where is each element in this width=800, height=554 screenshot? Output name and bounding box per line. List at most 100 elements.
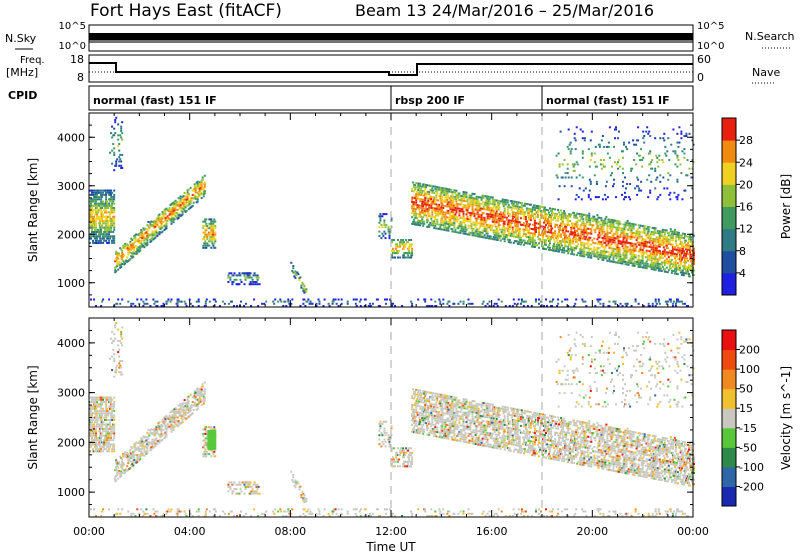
- echo-cell: [581, 150, 584, 153]
- echo-cell: [594, 255, 597, 258]
- echo-cell: [605, 250, 608, 253]
- echo-cell: [633, 260, 636, 263]
- echo-cell: [106, 191, 109, 194]
- echo-cell: [429, 215, 432, 218]
- echo-cell: [110, 189, 113, 192]
- echo-cell: [201, 187, 204, 190]
- echo-cell: [573, 249, 576, 252]
- echo-cell: [166, 215, 169, 218]
- echo-cell: [531, 206, 534, 209]
- echo-cell: [480, 203, 483, 206]
- echo-cell: [201, 183, 204, 186]
- echo-cell: [483, 219, 486, 222]
- echo-cell: [210, 222, 213, 225]
- echo-cell: [431, 211, 434, 214]
- echo-cell: [168, 207, 171, 210]
- echo-cell: [454, 228, 457, 231]
- echo-cell: [581, 215, 584, 218]
- echo-cell: [448, 300, 451, 303]
- echo-cell: [113, 189, 116, 192]
- echo-cell: [504, 203, 507, 206]
- echo-cell: [411, 216, 414, 219]
- echo-cell: [663, 242, 666, 245]
- echo-cell: [535, 231, 537, 233]
- echo-cell: [653, 266, 656, 269]
- echo-cell: [463, 219, 466, 222]
- echo-cell: [90, 425, 92, 428]
- freq-tick-bottom: 8: [77, 71, 84, 84]
- echo-cell: [403, 247, 406, 250]
- echo-cell: [395, 252, 397, 255]
- echo-cell: [618, 251, 621, 254]
- echo-cell: [478, 213, 481, 216]
- echo-cell: [632, 245, 635, 248]
- echo-cell: [669, 263, 672, 265]
- echo-cell: [462, 193, 465, 196]
- echo-cell: [685, 132, 688, 135]
- echo-cell: [641, 249, 644, 251]
- echo-cell: [691, 243, 693, 245]
- echo-cell: [100, 436, 103, 439]
- echo-cell: [601, 232, 604, 235]
- echo-cell: [517, 298, 520, 301]
- echo-cell: [428, 206, 431, 209]
- echo-cell: [231, 281, 234, 283]
- echo-cell: [151, 237, 154, 240]
- echo-cell: [576, 212, 579, 215]
- echo-cell: [655, 302, 658, 305]
- echo-cell: [379, 219, 382, 222]
- echo-cell: [154, 236, 157, 239]
- echo-cell: [546, 235, 548, 238]
- echo-cell: [523, 228, 526, 231]
- echo-cell: [465, 228, 468, 231]
- echo-cell: [384, 226, 387, 229]
- echo-cell: [453, 226, 456, 229]
- echo-cell: [154, 300, 157, 303]
- echo-cell: [368, 302, 371, 305]
- echo-cell: [475, 221, 478, 224]
- echo-cell: [245, 302, 247, 305]
- echo-cell: [151, 224, 154, 226]
- echo-cell: [101, 211, 104, 214]
- echo-cell: [202, 246, 205, 249]
- echo-cell: [102, 410, 105, 412]
- echo-cell: [257, 276, 260, 279]
- echo-cell: [140, 242, 143, 245]
- echo-cell: [400, 239, 403, 241]
- echo-cell: [589, 221, 592, 224]
- echo-cell: [396, 250, 398, 252]
- echo-cell: [447, 227, 450, 230]
- echo-cell: [518, 238, 521, 241]
- echo-cell: [623, 198, 625, 201]
- echo-cell: [100, 200, 103, 203]
- echo-cell: [557, 219, 560, 222]
- echo-cell: [113, 217, 116, 220]
- echo-cell: [561, 176, 564, 179]
- echo-cell: [613, 248, 616, 250]
- echo-cell: [520, 300, 523, 303]
- echo-cell: [597, 225, 600, 228]
- echo-cell: [273, 302, 276, 305]
- echo-cell: [564, 240, 567, 243]
- echo-cell: [587, 256, 590, 259]
- echo-cell: [505, 216, 508, 219]
- echo-cell: [680, 172, 683, 175]
- echo-cell: [417, 189, 420, 191]
- echo-cell: [147, 225, 150, 228]
- echo-cell: [97, 239, 100, 242]
- echo-cell: [618, 246, 621, 249]
- echo-cell: [305, 290, 308, 293]
- echo-cell: [162, 221, 165, 224]
- echo-cell: [433, 196, 436, 199]
- echo-cell: [399, 241, 402, 244]
- echo-cell: [585, 247, 588, 249]
- echo-cell: [173, 202, 176, 205]
- echo-cell: [687, 259, 689, 262]
- echo-cell: [449, 201, 452, 204]
- echo-cell: [617, 255, 620, 258]
- echo-cell: [663, 259, 666, 262]
- echo-cell: [587, 251, 590, 254]
- echo-cell: [422, 211, 425, 214]
- echo-cell: [390, 219, 393, 222]
- echo-cell: [480, 225, 483, 227]
